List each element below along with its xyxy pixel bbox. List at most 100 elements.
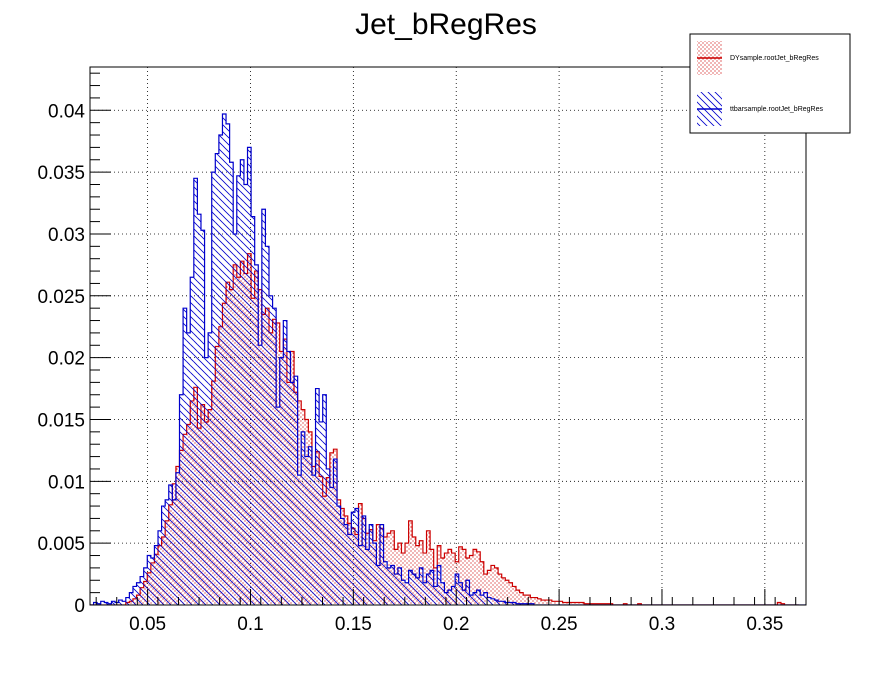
y-tick-label: 0.015 bbox=[37, 410, 85, 431]
histogram-bar bbox=[469, 595, 474, 605]
histogram-bar bbox=[286, 351, 291, 605]
histogram-bar bbox=[269, 295, 273, 605]
histogram-bar bbox=[623, 603, 627, 605]
histogram-bar bbox=[508, 602, 513, 605]
histogram-bar bbox=[498, 574, 502, 605]
histogram-bar bbox=[587, 603, 592, 605]
histogram-bar bbox=[512, 602, 517, 605]
histogram-bar bbox=[437, 565, 441, 605]
y-tick-label: 0 bbox=[74, 596, 85, 617]
histogram-bar bbox=[344, 524, 348, 605]
histogram-bar bbox=[243, 184, 248, 605]
histogram-bar bbox=[319, 421, 323, 605]
histogram-bar bbox=[333, 459, 338, 605]
histogram-bar bbox=[304, 456, 309, 605]
histogram-bar bbox=[473, 592, 477, 605]
histogram-bar bbox=[562, 602, 567, 605]
y-tick-label: 0.035 bbox=[37, 163, 85, 184]
histogram-bar bbox=[476, 551, 481, 605]
histogram-bar bbox=[362, 515, 366, 605]
histogram-bar bbox=[573, 602, 577, 605]
histogram-bar bbox=[258, 345, 262, 605]
histogram-bar bbox=[458, 546, 463, 605]
histogram-bar bbox=[311, 475, 316, 605]
histogram-bar bbox=[383, 561, 388, 605]
histogram-bar bbox=[483, 592, 488, 605]
histogram-bar bbox=[598, 603, 602, 605]
histogram-bar bbox=[558, 601, 563, 605]
y-tick-labels: 0 0.005 0.01 0.015 0.02 0.025 0.03 0.035 0.04 bbox=[37, 101, 85, 617]
histogram-outline bbox=[90, 113, 806, 605]
histogram-bar bbox=[104, 602, 108, 605]
histogram-bar bbox=[440, 558, 445, 605]
histogram-bar bbox=[340, 518, 345, 605]
histogram-bar bbox=[272, 308, 277, 605]
histogram-bar bbox=[208, 332, 212, 605]
x-tick-label: 0.2 bbox=[443, 614, 469, 635]
histogram-bar bbox=[569, 602, 574, 605]
x-tick-label: 0.3 bbox=[649, 614, 675, 635]
histogram-bar bbox=[501, 601, 506, 605]
histogram-bar bbox=[516, 590, 520, 605]
histogram-bar bbox=[462, 590, 466, 605]
histogram-bar bbox=[448, 590, 452, 605]
histogram-bar bbox=[365, 549, 370, 605]
histogram-bar bbox=[251, 216, 255, 605]
y-tick-label: 0.025 bbox=[37, 287, 85, 308]
histogram-bar bbox=[530, 597, 534, 605]
histogram-bar bbox=[594, 603, 599, 605]
histogram-bar bbox=[204, 357, 209, 605]
histogram-bar bbox=[369, 524, 373, 605]
histogram-bar bbox=[211, 172, 216, 605]
histogram-bar bbox=[290, 382, 295, 605]
histogram-bar bbox=[161, 506, 166, 605]
legend: DYsample.rootJet_bRegRes ttbarsample.roo… bbox=[689, 33, 851, 134]
histogram-bar bbox=[487, 597, 491, 605]
histogram-bar bbox=[584, 603, 588, 605]
x-tick-label: 0.35 bbox=[746, 614, 783, 635]
histogram-bar bbox=[494, 600, 499, 605]
histogram-bar bbox=[107, 603, 112, 605]
histogram-bar bbox=[580, 602, 585, 605]
histogram-bar bbox=[301, 431, 305, 605]
histogram-bar bbox=[408, 520, 413, 605]
histogram-bar bbox=[226, 123, 230, 605]
histogram-bar bbox=[233, 233, 237, 605]
plot-frame bbox=[89, 66, 807, 606]
histogram-bar bbox=[236, 175, 241, 605]
series-layer bbox=[90, 113, 806, 605]
histogram-bar bbox=[401, 580, 406, 605]
histogram-bar bbox=[168, 485, 173, 605]
histogram-bar bbox=[215, 153, 219, 605]
x-tick-label: 0.25 bbox=[541, 614, 578, 635]
y-tick-label: 0.03 bbox=[48, 225, 85, 246]
histogram-bar bbox=[777, 602, 781, 605]
histogram-bar bbox=[247, 147, 252, 605]
histogram-bar bbox=[498, 601, 502, 605]
histogram-bar bbox=[415, 545, 420, 605]
histogram-bar bbox=[537, 598, 542, 605]
histogram-bar bbox=[140, 576, 144, 605]
histogram-bar bbox=[519, 592, 524, 605]
legend-label-dy: DYsample.rootJet_bRegRes bbox=[730, 55, 819, 62]
histogram-bar bbox=[150, 558, 155, 605]
y-tick-label: 0.005 bbox=[37, 534, 85, 555]
histogram-bar bbox=[551, 601, 556, 605]
histogram-bar bbox=[490, 565, 495, 605]
histogram-bar bbox=[548, 600, 552, 605]
histogram-bar bbox=[487, 570, 491, 605]
histogram-bar bbox=[294, 376, 298, 605]
axis-ticks bbox=[90, 72, 797, 606]
histogram-bar bbox=[455, 574, 459, 605]
histogram-bar bbox=[469, 555, 474, 605]
histogram-bar bbox=[172, 499, 176, 605]
y-tick-label: 0.01 bbox=[48, 472, 85, 493]
histogram-bar bbox=[354, 508, 359, 605]
histogram-bar bbox=[408, 570, 413, 605]
histogram-bar bbox=[462, 549, 466, 605]
x-tick-label: 0.05 bbox=[129, 614, 166, 635]
histogram-bar bbox=[415, 577, 420, 605]
histogram-bar bbox=[240, 159, 244, 605]
histogram-bar bbox=[118, 600, 123, 605]
histogram-bar bbox=[480, 561, 484, 605]
